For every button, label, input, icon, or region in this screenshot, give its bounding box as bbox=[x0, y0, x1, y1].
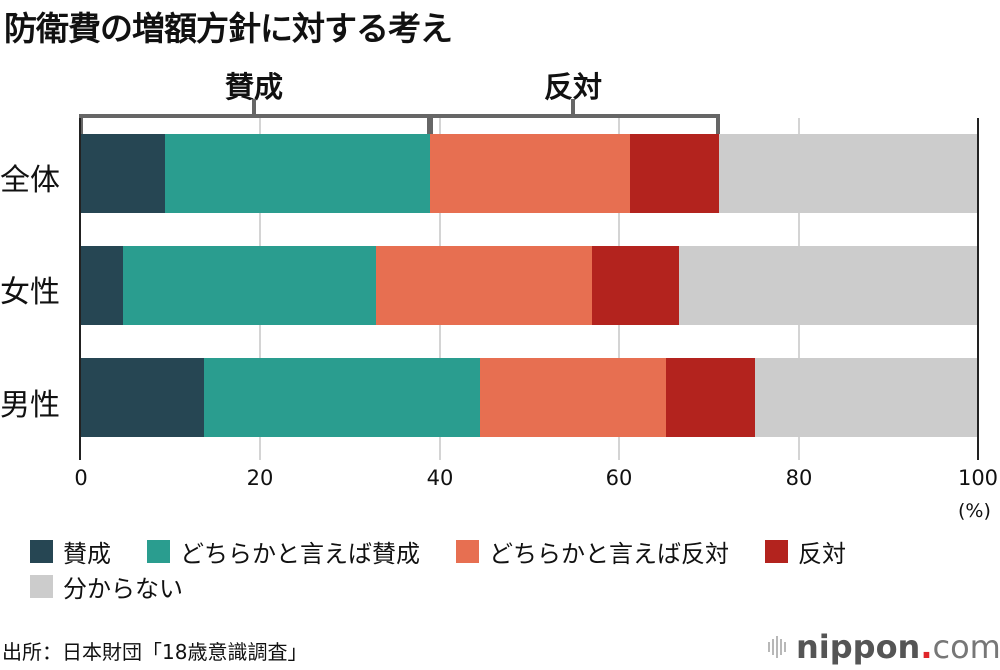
bar-segment bbox=[719, 134, 978, 213]
category-label-male: 男性 bbox=[0, 388, 60, 423]
x-tick-60: 60 bbox=[605, 466, 633, 490]
bar-segment bbox=[591, 246, 679, 325]
category-label-female: 女性 bbox=[0, 275, 60, 310]
bar-female bbox=[80, 246, 978, 325]
axis-hundred-line bbox=[977, 118, 979, 460]
bracket-oppose-label: 反対 bbox=[543, 70, 603, 104]
sound-wave-icon bbox=[768, 636, 788, 658]
legend-label-somewhat-oppose: どちらかと言えば反対 bbox=[489, 540, 729, 568]
bar-segment bbox=[678, 246, 978, 325]
bracket-oppose-line bbox=[429, 114, 720, 118]
category-label-all: 全体 bbox=[0, 163, 60, 198]
legend-item-oppose: 反対 bbox=[765, 534, 846, 569]
bar-segment bbox=[755, 358, 978, 437]
bracket-support-label: 賛成 bbox=[224, 70, 284, 104]
bar-all bbox=[80, 134, 978, 213]
bar-segment bbox=[430, 134, 631, 213]
nippon-logo: nippon. com bbox=[768, 628, 1000, 666]
x-tick-100: 100 bbox=[957, 466, 999, 490]
legend-item-dont-know: 分からない bbox=[30, 569, 183, 604]
legend: 賛成 どちらかと言えば賛成 どちらかと言えば反対 反対 分からない bbox=[30, 534, 990, 604]
x-axis-unit: (%) bbox=[958, 500, 991, 522]
bracket-support-tick bbox=[252, 99, 256, 116]
bar-segment bbox=[203, 358, 480, 437]
bar-segment bbox=[165, 134, 431, 213]
bracket-oppose-tick bbox=[571, 99, 575, 116]
bar-segment bbox=[80, 246, 124, 325]
x-tick-80: 80 bbox=[785, 466, 813, 490]
bracket-support-left-edge bbox=[79, 114, 83, 134]
x-tick-0: 0 bbox=[74, 466, 88, 490]
legend-swatch-dont-know bbox=[30, 575, 53, 598]
legend-swatch-somewhat-oppose bbox=[456, 540, 479, 563]
legend-item-somewhat-oppose: どちらかと言えば反対 bbox=[456, 534, 729, 569]
logo-dot: . bbox=[920, 628, 933, 666]
bar-segment bbox=[123, 246, 377, 325]
bar-segment bbox=[80, 134, 166, 213]
legend-swatch-support bbox=[30, 540, 53, 563]
source-note: 出所：日本財団「18歳意識調査」 bbox=[2, 640, 308, 664]
chart-title: 防衛費の増額方針に対する考え bbox=[4, 9, 453, 48]
legend-label-support: 賛成 bbox=[63, 540, 111, 568]
legend-label-somewhat-support: どちらかと言えば賛成 bbox=[180, 540, 420, 568]
bar-segment bbox=[80, 358, 204, 437]
legend-swatch-somewhat-support bbox=[147, 540, 170, 563]
logo-main-text: nippon bbox=[796, 628, 921, 666]
axis-zero-line bbox=[79, 118, 81, 460]
bar-segment bbox=[376, 246, 592, 325]
chart-plot-area: 賛成 反対 全体 女性 男性 0 20 40 60 80 100 (%) bbox=[0, 70, 999, 522]
bar-segment bbox=[666, 358, 756, 437]
x-tick-40: 40 bbox=[426, 466, 454, 490]
bar-segment bbox=[479, 358, 667, 437]
bracket-divider bbox=[427, 114, 433, 134]
legend-label-oppose: 反対 bbox=[798, 540, 846, 568]
bar-male bbox=[80, 358, 978, 437]
bracket-support-line bbox=[79, 114, 429, 118]
legend-row-2: 分からない bbox=[30, 569, 990, 604]
legend-item-support: 賛成 bbox=[30, 534, 111, 569]
bar-segment bbox=[630, 134, 720, 213]
legend-item-somewhat-support: どちらかと言えば賛成 bbox=[147, 534, 420, 569]
legend-label-dont-know: 分からない bbox=[63, 575, 183, 603]
legend-row-1: 賛成 どちらかと言えば賛成 どちらかと言えば反対 反対 bbox=[30, 534, 990, 569]
bracket-oppose-right-edge bbox=[716, 114, 720, 134]
x-tick-20: 20 bbox=[246, 466, 274, 490]
logo-suffix: com bbox=[932, 628, 1000, 666]
legend-swatch-oppose bbox=[765, 540, 788, 563]
